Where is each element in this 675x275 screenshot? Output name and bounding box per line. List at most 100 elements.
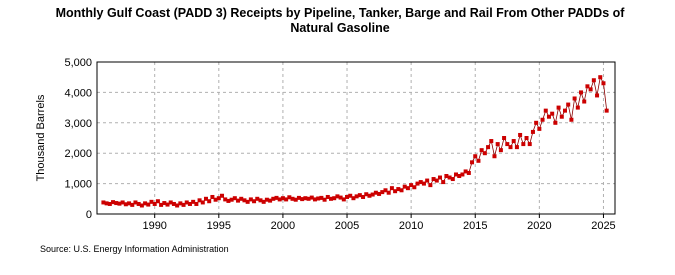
point	[306, 196, 311, 201]
point	[505, 142, 510, 147]
point	[130, 202, 135, 207]
point	[229, 197, 234, 202]
point	[146, 202, 151, 207]
point	[498, 148, 503, 153]
point	[162, 201, 167, 206]
point	[511, 139, 516, 144]
point	[165, 202, 170, 207]
point	[579, 90, 584, 95]
point	[502, 136, 507, 140]
point	[194, 201, 199, 206]
point	[107, 201, 112, 206]
point	[591, 78, 596, 83]
point	[457, 174, 462, 178]
point	[111, 200, 116, 205]
point	[203, 196, 208, 201]
point	[534, 120, 539, 125]
point	[271, 196, 276, 201]
point	[540, 117, 545, 122]
point	[508, 145, 513, 150]
point	[470, 160, 475, 165]
point	[566, 102, 571, 107]
point	[582, 99, 587, 104]
point	[492, 154, 497, 159]
point	[546, 114, 551, 119]
point	[527, 142, 532, 147]
point	[187, 201, 192, 206]
point	[361, 194, 366, 199]
point	[191, 199, 196, 204]
x-tick-label: 1990	[142, 220, 166, 232]
y-tick-label: 2,000	[64, 148, 92, 160]
point	[373, 190, 378, 195]
x-tick-label: 2025	[591, 220, 615, 232]
y-axis-label: Thousand Barrels	[35, 94, 47, 181]
y-tick-label: 4,000	[64, 87, 92, 99]
point	[524, 136, 529, 140]
point	[181, 202, 186, 207]
point	[604, 108, 609, 113]
point	[268, 198, 273, 203]
point	[389, 186, 394, 191]
point	[351, 196, 356, 201]
point	[514, 145, 519, 150]
point	[595, 93, 600, 98]
point	[152, 201, 157, 206]
point	[377, 191, 382, 196]
point	[293, 197, 298, 202]
point	[476, 158, 481, 163]
point	[261, 199, 266, 204]
point	[139, 203, 144, 208]
x-tick-label: 2005	[335, 220, 359, 232]
point	[348, 193, 353, 198]
point	[274, 195, 279, 200]
point	[537, 126, 542, 131]
point	[104, 201, 109, 206]
point	[200, 200, 205, 205]
point	[559, 114, 564, 119]
point	[258, 198, 263, 203]
point	[399, 188, 404, 193]
point	[415, 181, 420, 186]
point	[210, 194, 215, 199]
point	[277, 197, 282, 202]
point	[136, 201, 141, 206]
point	[338, 195, 343, 200]
point	[178, 201, 183, 206]
point	[226, 198, 231, 203]
point	[479, 148, 484, 153]
point	[437, 175, 442, 180]
point	[280, 196, 285, 201]
point	[495, 142, 500, 147]
y-tick-label: 3,000	[64, 118, 92, 130]
point	[450, 177, 455, 182]
y-tick-label: 0	[86, 209, 92, 221]
point	[239, 196, 244, 201]
point	[489, 139, 494, 144]
point	[550, 111, 555, 116]
point	[383, 188, 388, 193]
point	[431, 177, 436, 182]
x-tick-label: 2015	[463, 220, 487, 232]
point	[530, 129, 535, 134]
point	[245, 199, 250, 204]
point	[117, 201, 122, 206]
point	[562, 108, 567, 113]
point	[255, 196, 260, 201]
point	[412, 185, 417, 190]
point	[393, 189, 398, 194]
point	[543, 108, 548, 113]
point	[444, 174, 449, 178]
point	[159, 202, 164, 207]
point	[328, 196, 333, 201]
point	[216, 196, 221, 201]
point	[168, 200, 173, 205]
point	[284, 197, 289, 202]
point	[143, 201, 148, 206]
point	[101, 200, 106, 205]
y-tick-label: 1,000	[64, 179, 92, 191]
point	[345, 194, 350, 199]
point	[236, 198, 241, 203]
point	[341, 197, 346, 202]
point	[454, 172, 459, 177]
